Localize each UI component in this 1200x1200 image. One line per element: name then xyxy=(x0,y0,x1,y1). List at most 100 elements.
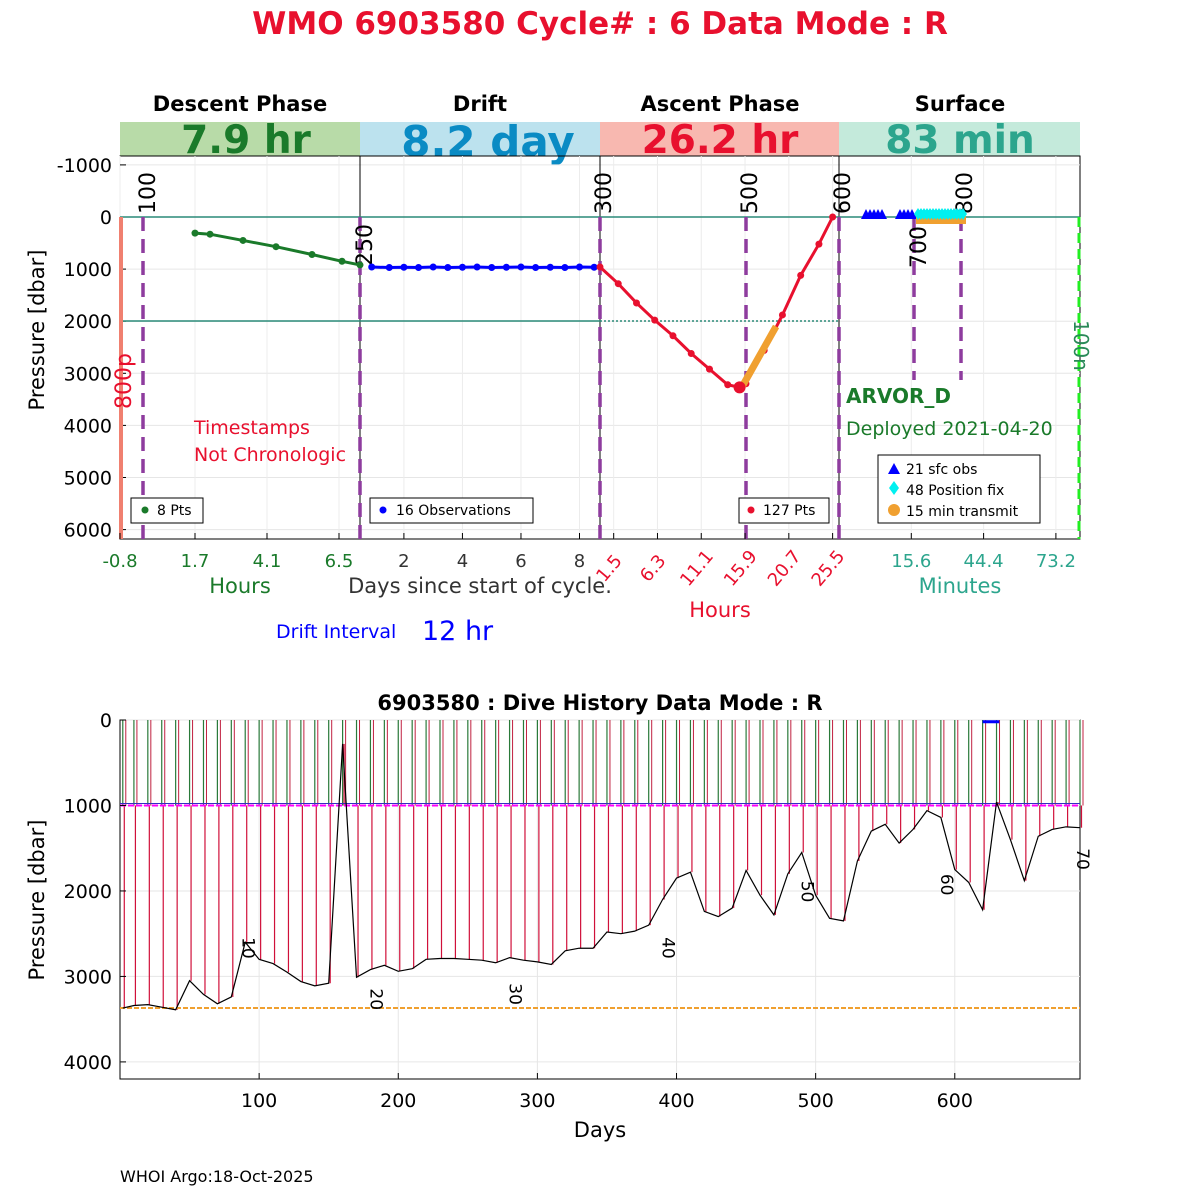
ascent-duration-band xyxy=(600,122,839,156)
drift-tick-label: 4 xyxy=(457,551,468,572)
ascent-tick-label: 20.7 xyxy=(764,546,806,590)
descent-point xyxy=(308,251,316,259)
ascent-point xyxy=(669,332,677,340)
marker-label-300: 300 xyxy=(592,172,617,214)
drift-point xyxy=(532,264,540,272)
sfc-obs-marker xyxy=(877,209,887,219)
marker-label-700: 700 xyxy=(907,226,932,268)
ascent-tick-label: 15.9 xyxy=(720,546,762,590)
ascent-point xyxy=(596,263,604,271)
y-tick-label: 3000 xyxy=(64,966,112,988)
descent-point xyxy=(272,243,280,251)
surface-axis-label: Minutes xyxy=(919,574,1002,598)
cycle-label: 70 xyxy=(1072,848,1092,870)
ascent-orange-segment xyxy=(739,324,780,389)
ascent-point xyxy=(687,350,695,358)
cycle-plot: Descent Phase Drift Ascent Phase Surface… xyxy=(25,92,1093,647)
drift-point xyxy=(561,264,569,272)
drift-point xyxy=(368,263,376,271)
drift-point xyxy=(488,264,496,272)
cycle-label: 30 xyxy=(505,983,525,1005)
timestamps-note-line1: Timestamps xyxy=(193,417,310,439)
descent-axis-label: Hours xyxy=(209,574,271,598)
drift-duration-band xyxy=(360,122,600,156)
ascent-tick-label: 11.1 xyxy=(676,546,718,590)
dive-history-ticks: 100 200 300 400 500 600 0 1000 2000 3000 4000 xyxy=(64,710,973,1112)
ascent-phase-title: Ascent Phase xyxy=(641,92,800,116)
descent-tick-label: 6.5 xyxy=(325,551,354,572)
dive-history-plot: 6903580 : Dive History Data Mode : R 10 2… xyxy=(25,691,1092,1142)
descent-point xyxy=(356,261,364,269)
drift-tick-label: 6 xyxy=(515,551,526,572)
drift-point xyxy=(400,263,408,271)
cycle-label: 20 xyxy=(365,988,385,1010)
descent-point xyxy=(239,236,247,244)
drift-tick-label: 2 xyxy=(398,551,409,572)
dive-history-title: 6903580 : Dive History Data Mode : R xyxy=(377,691,822,715)
marker-label-100: 100 xyxy=(136,172,161,214)
drift-point xyxy=(502,263,510,271)
dive-history-profiles xyxy=(122,720,1084,1010)
y-tick-label: 4000 xyxy=(64,1052,112,1074)
dive-history-frame xyxy=(119,719,1081,1080)
surface-observations xyxy=(861,208,967,224)
sfc-obs-marker xyxy=(907,209,917,219)
descent-point xyxy=(206,230,214,238)
ascent-axis-label: Hours xyxy=(689,598,751,622)
deployment-date: Deployed 2021-04-20 xyxy=(846,418,1053,440)
drift-point xyxy=(444,264,452,272)
drift-axis-label: Days since start of cycle. xyxy=(348,574,612,598)
position-fix-marker xyxy=(959,208,967,220)
dive-history-lines xyxy=(120,720,1081,1011)
drift-point xyxy=(473,263,481,271)
descent-tick-label: 1.7 xyxy=(181,551,210,572)
drift-point xyxy=(590,263,598,271)
ascent-point xyxy=(815,240,823,248)
marker-label-250: 250 xyxy=(353,224,378,266)
drift-interval-label: Drift Interval xyxy=(276,621,396,643)
surface-phase-title: Surface xyxy=(915,92,1005,116)
profile-depth-line xyxy=(122,743,1081,1011)
descent-legend-label: 8 Pts xyxy=(157,503,192,519)
drift-phase-title: Drift xyxy=(453,92,507,116)
ascent-bottom-point xyxy=(733,381,746,394)
figure-title: WMO 6903580 Cycle# : 6 Data Mode : R xyxy=(252,6,948,42)
x-tick-label: 200 xyxy=(380,1090,416,1112)
ascent-legend: 127 Pts xyxy=(738,497,830,524)
surface-legend: 21 sfc obs 48 Position fix 15 min transm… xyxy=(877,454,1041,524)
y-tick-label: 1000 xyxy=(64,259,112,281)
marker-label-800: 800 xyxy=(953,172,978,214)
y-tick-label: 0 xyxy=(100,207,112,229)
ascent-legend-label: 127 Pts xyxy=(763,503,815,519)
cycle-plot-y-ticks: -1000 0 1000 2000 3000 4000 5000 6000 xyxy=(57,155,126,542)
cycle-plot-ylabel: Pressure [dbar] xyxy=(25,250,49,411)
surface-legend-sfc: 21 sfc obs xyxy=(906,462,977,478)
surface-duration-band xyxy=(839,122,1080,156)
drift-point xyxy=(458,263,466,271)
descent-duration-band xyxy=(120,122,360,156)
float-type: ARVOR_D xyxy=(846,384,951,408)
ascent-point xyxy=(632,299,640,307)
y-tick-label: 6000 xyxy=(64,520,112,542)
x-tick-label: 600 xyxy=(937,1090,973,1112)
surface-legend-transmit: 15 min transmit xyxy=(906,504,1019,520)
drift-point xyxy=(415,264,423,272)
x-tick-label: 400 xyxy=(658,1090,694,1112)
y-tick-label: 2000 xyxy=(64,881,112,903)
y-tick-label: -1000 xyxy=(57,155,112,177)
ascent-tick-label: 25.5 xyxy=(807,546,849,590)
dive-history-xlabel: Days xyxy=(574,1118,626,1142)
descent-phase-title: Descent Phase xyxy=(153,92,327,116)
y-tick-label: 0 xyxy=(100,710,112,732)
timestamps-note-line2: Not Chronologic xyxy=(194,444,346,466)
ascent-point xyxy=(614,280,622,288)
descent-point xyxy=(338,257,346,265)
surface-legend-position: 48 Position fix xyxy=(906,483,1004,499)
cycle-series xyxy=(191,213,837,394)
drift-line xyxy=(371,265,595,270)
drift-point xyxy=(546,263,554,271)
ascent-point xyxy=(778,311,786,319)
drift-interval-value: 12 hr xyxy=(422,616,494,647)
descent-point xyxy=(191,229,199,237)
